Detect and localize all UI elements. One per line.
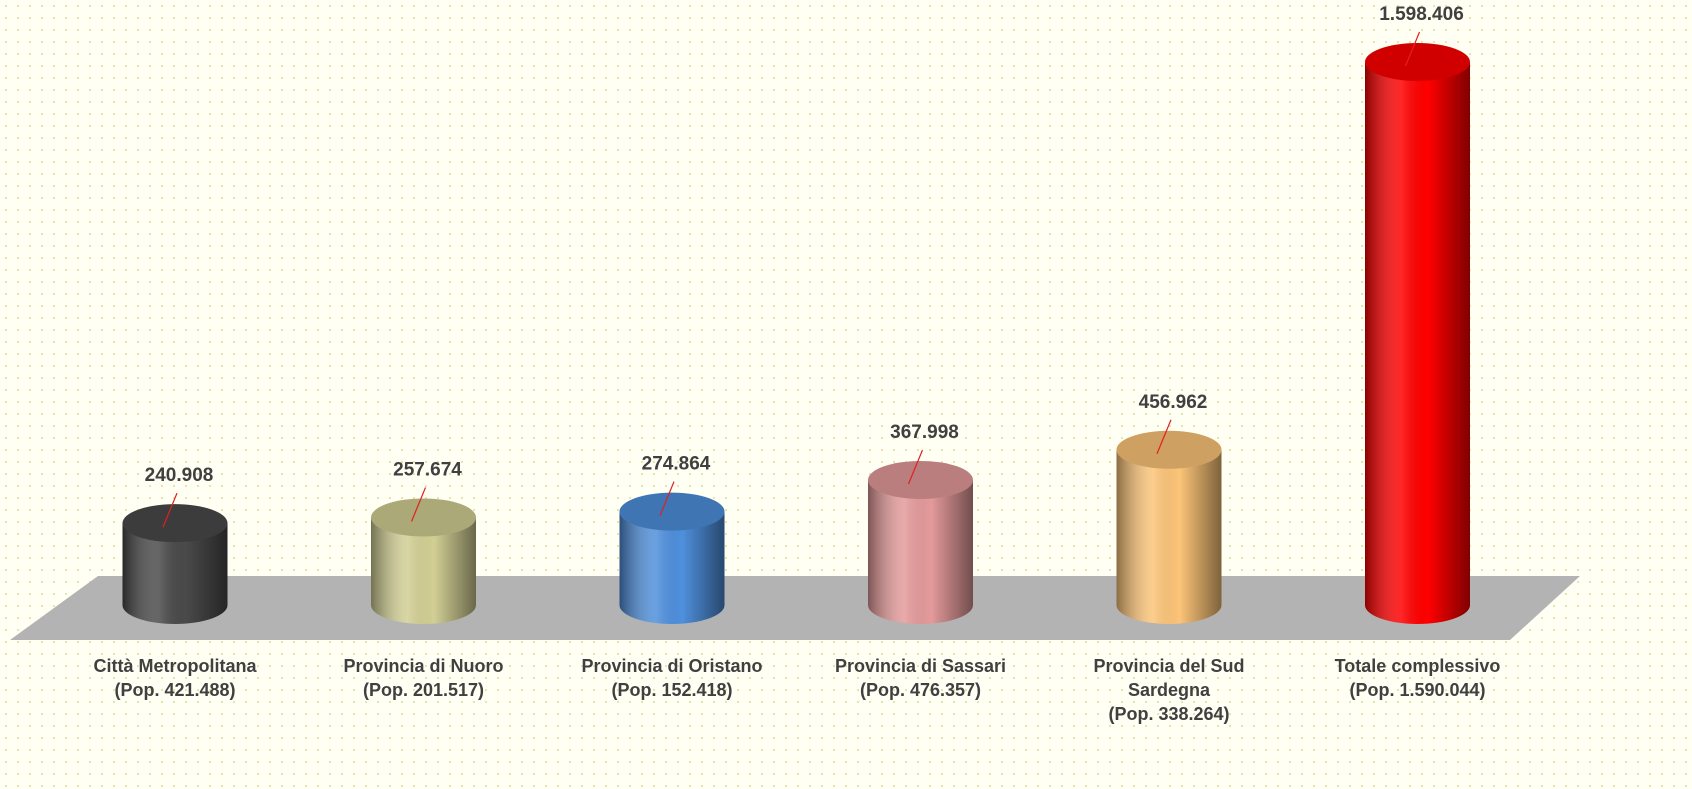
category-label: Provincia del Sud Sardegna (Pop. 338.264… xyxy=(1093,656,1245,724)
bar-top xyxy=(868,460,973,499)
value-label: 456.962 xyxy=(1139,392,1208,413)
bar-shade xyxy=(1116,449,1222,624)
leader-line xyxy=(162,492,178,528)
value-label: 274.864 xyxy=(642,454,711,475)
bar-top xyxy=(1365,43,1470,81)
value-label: 367.998 xyxy=(890,422,959,443)
bar-top-shade xyxy=(1365,43,1470,81)
value-label: 240.908 xyxy=(145,465,214,486)
leader-line xyxy=(1404,31,1421,67)
category-label: Provincia di Oristano (Pop. 152.418) xyxy=(581,656,763,700)
bar-shade xyxy=(619,511,725,624)
bar-top-shade xyxy=(619,492,725,531)
bar-top-shade xyxy=(1116,430,1222,469)
leader-line xyxy=(410,487,427,522)
bar-top-shade xyxy=(371,498,476,537)
floor xyxy=(10,576,1580,640)
bar-top xyxy=(122,504,228,543)
bar-shade xyxy=(868,479,973,624)
leader-line xyxy=(1156,419,1172,454)
leader-line xyxy=(907,449,924,485)
category-label: Città Metropolitana (Pop. 421.488) xyxy=(93,656,257,700)
bar-top-shade xyxy=(122,504,228,543)
category-label: Totale complessivo (Pop. 1.590.044) xyxy=(1334,656,1501,700)
value-label: 1.598.406 xyxy=(1379,4,1464,25)
bar-top xyxy=(619,492,725,531)
bar-shade xyxy=(1365,62,1470,624)
bar-top xyxy=(1116,430,1222,469)
value-label: 257.674 xyxy=(393,459,462,480)
category-label: Provincia di Nuoro (Pop. 201.517) xyxy=(343,656,504,700)
bar-shade xyxy=(122,523,228,624)
leader-line xyxy=(659,481,675,516)
category-label: Provincia di Sassari (Pop. 476.357) xyxy=(834,656,1007,700)
bar-top-shade xyxy=(868,460,973,499)
bar-top xyxy=(371,498,476,537)
bar-shade xyxy=(371,517,476,624)
